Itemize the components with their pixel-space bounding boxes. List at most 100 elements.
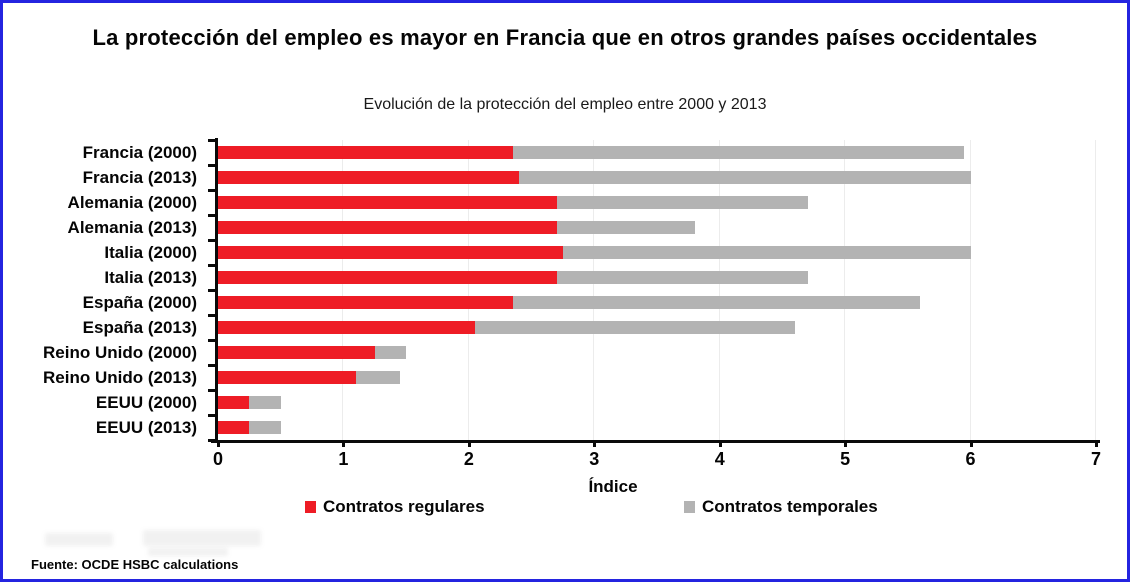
legend-item-regulares: Contratos regulares [305, 497, 485, 517]
x-axis-tick [718, 440, 722, 447]
category-label: Francia (2000) [82, 142, 197, 162]
y-axis-tick [208, 188, 215, 192]
bar-segment-temporales [475, 321, 795, 334]
y-axis-tick [208, 163, 215, 167]
gridline [718, 140, 720, 440]
y-axis-tick [208, 263, 215, 267]
bar-segment-temporales [512, 296, 921, 309]
bar-segment-regulares [218, 421, 250, 434]
x-axis-tick [844, 440, 848, 447]
gridline [1095, 140, 1096, 440]
bar-row [218, 396, 1096, 409]
y-axis-tick [208, 388, 215, 392]
bar-segment-regulares [218, 146, 513, 159]
x-tick-label: 2 [463, 449, 474, 469]
x-tick-label: 3 [589, 449, 600, 469]
legend-label-temporales: Contratos temporales [702, 497, 878, 516]
chart-subtitle: Evolución de la protección del empleo en… [363, 96, 767, 113]
bar-segment-regulares [218, 171, 520, 184]
x-axis-tick [217, 440, 220, 447]
gridline [342, 140, 344, 440]
category-label: EEUU (2000) [95, 392, 197, 412]
bar-segment-temporales [556, 221, 695, 234]
y-axis-tick [208, 313, 215, 317]
y-axis-tick [208, 363, 215, 367]
bar-segment-temporales [512, 146, 965, 159]
bar-segment-regulares [218, 196, 557, 209]
category-label: Reino Unido (2013) [43, 367, 197, 387]
y-axis-tick [208, 238, 215, 242]
bar-row [218, 346, 1096, 359]
x-tick-label: 1 [338, 449, 349, 469]
bar-segment-temporales [556, 196, 808, 209]
gridline [969, 140, 971, 440]
bar-segment-temporales [556, 271, 808, 284]
x-axis-tick [1095, 440, 1098, 447]
source-note: Fuente: OCDE HSBC calculations [31, 557, 239, 572]
bar-segment-regulares [218, 271, 557, 284]
bar-segment-temporales [249, 421, 281, 434]
legend-swatch-red [305, 501, 316, 513]
bar-segment-regulares [218, 321, 476, 334]
y-axis-line [215, 138, 218, 442]
bar-row [218, 296, 1096, 309]
watermark-smudge [148, 548, 228, 556]
bar-segment-temporales [249, 396, 281, 409]
bar-row [218, 271, 1096, 284]
gridline [593, 140, 595, 440]
x-axis-tick [969, 440, 973, 447]
y-axis-tick [208, 338, 215, 342]
bar-row [218, 196, 1096, 209]
bar-segment-regulares [218, 346, 375, 359]
bar-row [218, 146, 1096, 159]
x-tick-label: 4 [714, 449, 725, 469]
bar-segment-regulares [218, 396, 250, 409]
category-label: Reino Unido (2000) [43, 342, 197, 362]
legend-item-temporales: Contratos temporales [684, 497, 878, 517]
bar-row [218, 321, 1096, 334]
bar-row [218, 171, 1096, 184]
x-axis-tick [593, 440, 597, 447]
category-label: España (2000) [82, 292, 197, 312]
bar-row [218, 421, 1096, 434]
x-axis-tick [342, 440, 346, 447]
y-axis-tick [208, 413, 215, 417]
gridline [844, 140, 846, 440]
y-axis-tick [208, 288, 215, 292]
legend-swatch-gray [684, 501, 695, 513]
bar-segment-regulares [218, 371, 356, 384]
bar-segment-temporales [562, 246, 971, 259]
bar-row [218, 221, 1096, 234]
watermark-smudge [45, 533, 113, 546]
category-label: Alemania (2013) [67, 217, 197, 237]
y-axis-tick [208, 438, 215, 442]
x-tick-label: 7 [1090, 449, 1101, 469]
bar-row [218, 371, 1096, 384]
chart-title: La protección del empleo es mayor en Fra… [92, 25, 1038, 50]
bar-segment-temporales [355, 371, 400, 384]
x-axis-tick [467, 440, 471, 447]
bar-segment-regulares [218, 246, 563, 259]
category-label: Francia (2013) [82, 167, 197, 187]
plot-area [208, 138, 1100, 447]
y-axis-tick [208, 213, 215, 217]
bar-row [218, 246, 1096, 259]
x-tick-label: 0 [212, 449, 223, 469]
bar-segment-temporales [374, 346, 407, 359]
x-axis-line [211, 440, 1100, 443]
bar-segment-regulares [218, 296, 513, 309]
watermark-smudge [143, 530, 261, 546]
category-label: España (2013) [82, 317, 197, 337]
x-axis-title: Índice [588, 477, 638, 496]
x-tick-label: 5 [840, 449, 851, 469]
category-label: Italia (2013) [104, 267, 197, 287]
x-tick-label: 6 [965, 449, 976, 469]
gridline [467, 140, 469, 440]
category-label: Alemania (2000) [67, 192, 197, 212]
y-axis-tick [208, 138, 215, 142]
category-label: Italia (2000) [104, 242, 197, 262]
legend-label-regulares: Contratos regulares [323, 497, 485, 516]
bar-segment-regulares [218, 221, 557, 234]
bar-segment-temporales [519, 171, 971, 184]
